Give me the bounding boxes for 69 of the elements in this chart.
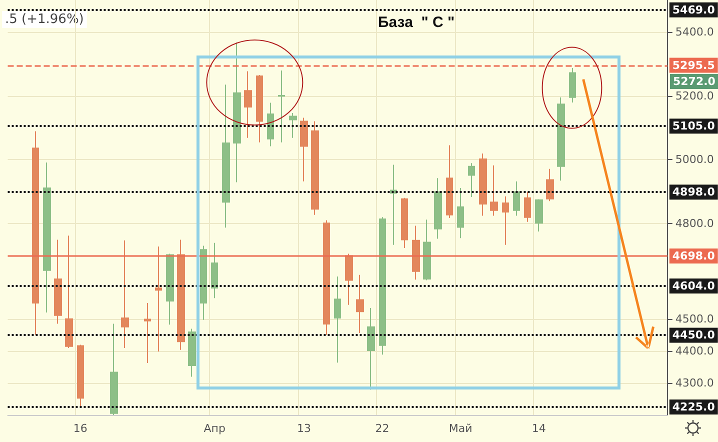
ref-line-label: 4698.0 <box>672 250 716 263</box>
ref-line-label: 5469.0 <box>672 3 716 16</box>
candlestick <box>379 216 386 356</box>
y-tick-label: 5000.0 <box>675 153 714 166</box>
ref-line-label: 4225.0 <box>672 400 716 414</box>
candlestick <box>200 245 207 320</box>
y-tick-label: 4400.0 <box>675 344 714 358</box>
y-tick-label: 4800.0 <box>675 216 714 230</box>
candlestick <box>155 246 162 352</box>
y-tick-label: 5400.0 <box>675 25 714 38</box>
candlestick <box>121 240 129 348</box>
candlestick <box>356 274 364 334</box>
candlestick <box>323 220 330 336</box>
candlestick <box>77 344 84 407</box>
candlestick <box>188 328 196 378</box>
y-tick-label: 5200.0 <box>675 89 714 102</box>
x-tick-label: 16 <box>73 422 88 435</box>
candlestick <box>490 164 498 216</box>
ref-line-label: 4898.0 <box>672 186 716 199</box>
candlestick <box>524 191 531 222</box>
candlestick <box>166 253 174 326</box>
candlestick <box>32 130 39 336</box>
candlestick <box>233 42 241 183</box>
candlestick <box>412 225 420 280</box>
candlestick <box>43 162 51 314</box>
candlestick <box>65 235 73 348</box>
x-tick-label: Апр <box>204 422 226 435</box>
ref-line-label: 5295.5 <box>672 58 715 72</box>
candlestick <box>479 153 487 216</box>
candlestick <box>244 70 252 138</box>
candlestick <box>311 120 319 216</box>
x-tick-label: Май <box>448 422 472 435</box>
annotation: .5 (+1.96%) <box>5 12 84 27</box>
candlestick <box>557 96 565 182</box>
ref-line-label: 4450.0 <box>672 328 716 342</box>
x-tick-label: 14 <box>532 422 546 435</box>
candlestick <box>457 188 464 239</box>
candlestick <box>513 180 520 216</box>
candlestick <box>334 276 341 364</box>
y-tick-label: 4500.0 <box>675 312 714 326</box>
candlestick <box>278 70 285 143</box>
candlestick <box>546 168 554 202</box>
x-tick-label: 13 <box>297 422 312 435</box>
candlestick <box>468 162 475 198</box>
text: 5272.0 <box>673 75 716 88</box>
candlestick <box>222 84 230 228</box>
candlestick <box>423 219 431 281</box>
candlestick <box>367 308 375 390</box>
candlestick <box>289 112 297 138</box>
ref-line-label: 4604.0 <box>672 280 716 293</box>
candlestick <box>434 178 442 240</box>
candlestick <box>144 302 151 364</box>
candlestick <box>401 197 408 249</box>
candlestick <box>54 239 62 324</box>
candlestick <box>569 67 576 103</box>
x-tick-label: 22 <box>375 422 390 435</box>
annotation: База " С " <box>378 14 455 31</box>
ref-line-label: 5105.0 <box>672 120 716 133</box>
candlestick <box>345 253 353 306</box>
candlestick <box>300 117 308 182</box>
y-tick-label: 4300.0 <box>675 376 714 390</box>
candlestick <box>211 242 218 299</box>
candlestick <box>256 74 263 143</box>
candlestick <box>177 239 185 350</box>
candlestick <box>267 102 274 147</box>
candlestick <box>535 198 543 232</box>
candlestick <box>390 164 397 246</box>
candlestick <box>502 196 509 246</box>
candlestick <box>446 144 453 219</box>
